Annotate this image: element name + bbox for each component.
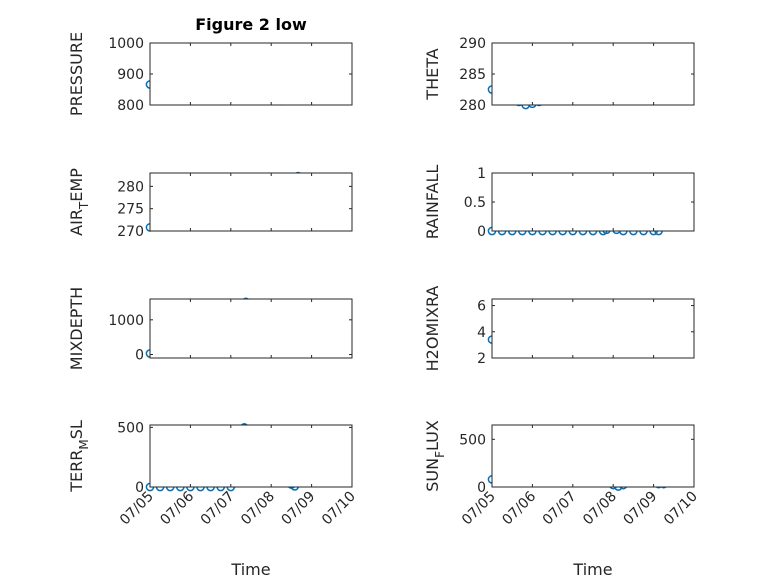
y-tick-label: 0.5 — [464, 195, 486, 211]
axes-frame — [491, 424, 695, 488]
axes-frame — [491, 298, 695, 359]
y-tick-label: 4 — [477, 325, 486, 341]
y-tick-label: 0 — [135, 348, 144, 364]
y-axis-label: AIRTEMP — [67, 168, 91, 236]
axes-frame — [149, 172, 353, 232]
x-tick-label: 07/10 — [661, 489, 701, 529]
y-tick-label: 500 — [459, 432, 486, 448]
axes-frame — [149, 298, 353, 359]
y-tick-label: 1 — [477, 166, 486, 182]
subplot-pressure: 800 900 1000 PRESSURE — [67, 32, 353, 116]
y-tick-label: 0 — [477, 224, 486, 240]
y-tick-label: 280 — [459, 98, 486, 114]
y-tick-label: 6 — [477, 299, 486, 315]
axes-frame — [149, 42, 353, 106]
x-tick-label: 07/07 — [198, 489, 238, 529]
y-axis-label: THETA — [423, 48, 442, 100]
y-axis-label: RAINFALL — [423, 165, 442, 240]
x-tick-label: 07/10 — [319, 489, 359, 529]
y-axis-label: SUNFLUX — [423, 420, 447, 492]
x-tick-label: 07/08 — [580, 489, 620, 529]
y-tick-label: 270 — [117, 224, 144, 240]
y-tick-label: 0 — [135, 480, 144, 496]
x-tick-label: 07/08 — [238, 489, 278, 529]
figure-title: Figure 2 low — [195, 15, 307, 34]
axes-frame — [491, 42, 695, 106]
axes-frame — [149, 424, 353, 488]
y-tick-label: 1000 — [108, 36, 144, 52]
y-tick-label: 0 — [477, 480, 486, 496]
y-tick-label: 500 — [117, 420, 144, 436]
x-tick-label: 07/07 — [540, 489, 580, 529]
y-tick-label: 280 — [117, 179, 144, 195]
subplot-theta: 280 285 290 THETA — [423, 36, 695, 114]
subplot-mixdepth: 0 1000 MIXDEPTH — [67, 287, 353, 370]
axes-frame — [491, 172, 695, 232]
y-axis-label: PRESSURE — [67, 32, 86, 116]
x-axis-label: Time — [572, 560, 612, 579]
y-tick-label: 800 — [117, 98, 144, 114]
subplot-air-temp: 270 275 280 AIRTEMP — [67, 168, 353, 240]
y-tick-label: 290 — [459, 36, 486, 52]
x-tick-label: 07/06 — [499, 488, 539, 528]
y-tick-label: 285 — [459, 67, 486, 83]
y-axis-label: MIXDEPTH — [67, 287, 86, 370]
subplot-h2omixra: 2 4 6 H2OMIXRA — [423, 286, 695, 372]
y-tick-label: 900 — [117, 67, 144, 83]
x-tick-label: 07/09 — [279, 489, 319, 529]
x-axis-label: Time — [230, 560, 270, 579]
subplot-rainfall: 0 0.5 1 RAINFALL — [423, 165, 695, 240]
y-tick-label: 2 — [477, 351, 486, 367]
x-tick-label: 07/06 — [157, 488, 197, 528]
y-tick-label: 1000 — [108, 313, 144, 329]
y-tick-label: 275 — [117, 202, 144, 218]
y-axis-label: TERRMSL — [67, 420, 91, 493]
y-axis-label: H2OMIXRA — [423, 286, 442, 372]
x-tick-label: 07/09 — [621, 489, 661, 529]
